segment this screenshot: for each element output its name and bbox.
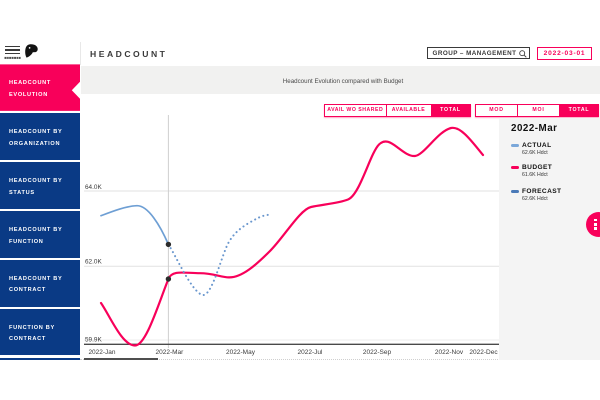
svg-text:2022-Sep: 2022-Sep — [363, 349, 392, 356]
svg-text:2022-Mar: 2022-Mar — [155, 349, 184, 356]
svg-text:2022-Dec: 2022-Dec — [469, 349, 498, 356]
svg-text:2022-Nov: 2022-Nov — [435, 349, 464, 356]
svg-text:62.0K: 62.0K — [85, 259, 102, 266]
svg-text:2022-May: 2022-May — [226, 349, 256, 356]
svg-text:59.9K: 59.9K — [85, 337, 102, 344]
svg-text:64.0K: 64.0K — [85, 184, 102, 191]
svg-text:2022-Jan: 2022-Jan — [88, 349, 115, 356]
svg-text:2022-Jul: 2022-Jul — [298, 349, 323, 356]
